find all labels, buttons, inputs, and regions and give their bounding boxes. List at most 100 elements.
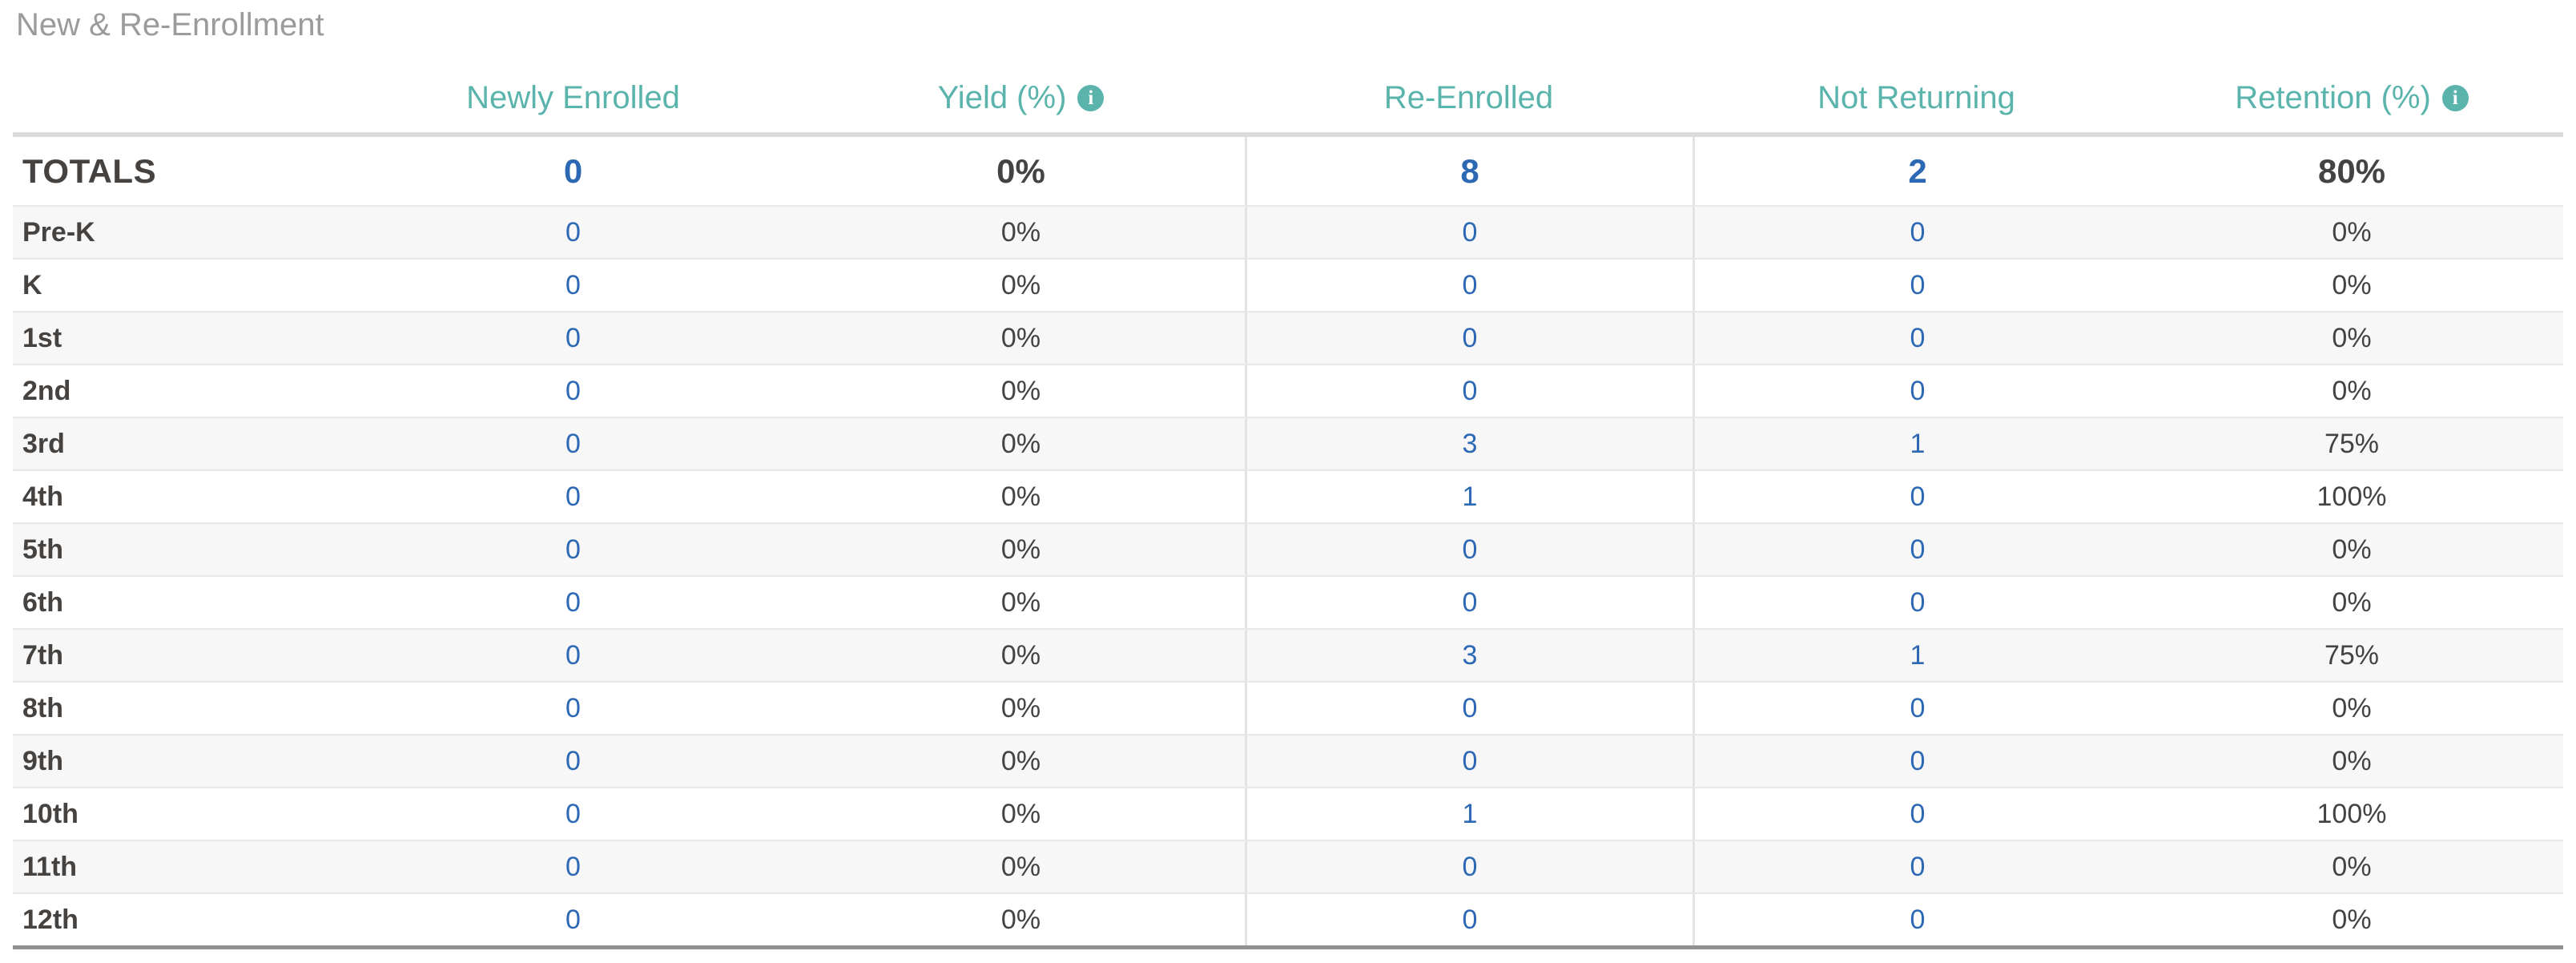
cell-re-enrolled-link[interactable]: 3 <box>1245 418 1693 469</box>
column-header-not-returning: Not Returning <box>1693 80 2140 132</box>
cell-newly-enrolled-link[interactable]: 0 <box>566 481 581 512</box>
totals-yield: 0% <box>996 151 1045 190</box>
enrollment-table: Newly Enrolled Yield (%) i Re-Enrolled Not R… <box>13 43 2563 949</box>
cell-re-enrolled-link[interactable]: 0 <box>1245 312 1693 364</box>
table-row: 4th 0 0% 1 0 100% <box>13 469 2563 522</box>
cell-newly-enrolled-link[interactable]: 0 <box>566 216 581 248</box>
table-row: 10th 0 0% 1 0 100% <box>13 787 2563 840</box>
totals-not-returning[interactable]: 2 <box>1693 137 2140 205</box>
page-title: New & Re-Enrollment <box>16 7 324 42</box>
cell-yield: 0% <box>1000 639 1041 671</box>
info-icon[interactable]: i <box>2441 85 2469 111</box>
cell-retention: 75% <box>2324 428 2380 459</box>
row-label: 6th <box>22 586 63 618</box>
cell-retention: 100% <box>2316 481 2387 512</box>
cell-re-enrolled-link[interactable]: 0 <box>1245 524 1693 575</box>
cell-yield: 0% <box>1000 851 1041 882</box>
cell-yield: 0% <box>1000 904 1041 935</box>
cell-not-returning-link[interactable]: 0 <box>1693 471 2140 522</box>
cell-retention: 0% <box>2332 375 2372 406</box>
column-header-label: Not Returning <box>1817 80 2015 115</box>
cell-not-returning-link[interactable]: 0 <box>1693 312 2140 364</box>
cell-newly-enrolled-link[interactable]: 0 <box>566 745 581 776</box>
column-header-retention: Retention (%) i <box>2140 80 2563 132</box>
cell-retention: 0% <box>2332 851 2372 882</box>
cell-newly-enrolled-link[interactable]: 0 <box>566 534 581 565</box>
cell-newly-enrolled-link[interactable]: 0 <box>566 586 581 618</box>
cell-retention: 0% <box>2332 322 2372 353</box>
row-label: 9th <box>22 745 63 776</box>
row-label: 11th <box>22 851 78 882</box>
cell-re-enrolled-link[interactable]: 0 <box>1245 365 1693 417</box>
table-row: K 0 0% 0 0 0% <box>13 258 2563 311</box>
table-row: 12th 0 0% 0 0 0% <box>13 892 2563 945</box>
cell-not-returning-link[interactable]: 0 <box>1693 788 2140 840</box>
cell-newly-enrolled-link[interactable]: 0 <box>566 904 581 935</box>
cell-newly-enrolled-link[interactable]: 0 <box>566 639 581 671</box>
cell-yield: 0% <box>1000 692 1041 723</box>
table-row: 7th 0 0% 3 1 75% <box>13 628 2563 681</box>
cell-retention: 0% <box>2332 534 2372 565</box>
cell-yield: 0% <box>1000 745 1041 776</box>
totals-row: TOTALS 0 0% 8 2 80% <box>13 137 2563 205</box>
table-row: 9th 0 0% 0 0 0% <box>13 734 2563 787</box>
cell-not-returning-link[interactable]: 0 <box>1693 735 2140 787</box>
cell-newly-enrolled-link[interactable]: 0 <box>566 692 581 723</box>
cell-not-returning-link[interactable]: 1 <box>1693 418 2140 469</box>
info-icon[interactable]: i <box>1077 85 1105 111</box>
cell-not-returning-link[interactable]: 1 <box>1693 630 2140 681</box>
cell-re-enrolled-link[interactable]: 0 <box>1245 894 1693 945</box>
cell-re-enrolled-link[interactable]: 0 <box>1245 207 1693 258</box>
table-row: 8th 0 0% 0 0 0% <box>13 681 2563 734</box>
cell-re-enrolled-link[interactable]: 3 <box>1245 630 1693 681</box>
cell-re-enrolled-link[interactable]: 1 <box>1245 788 1693 840</box>
totals-newly-enrolled[interactable]: 0 <box>563 151 583 190</box>
table-row: Pre-K 0 0% 0 0 0% <box>13 205 2563 258</box>
cell-retention: 0% <box>2332 692 2372 723</box>
row-label: 3rd <box>22 428 65 459</box>
cell-not-returning-link[interactable]: 0 <box>1693 524 2140 575</box>
cell-re-enrolled-link[interactable]: 0 <box>1245 577 1693 628</box>
cell-newly-enrolled-link[interactable]: 0 <box>566 851 581 882</box>
cell-yield: 0% <box>1000 322 1041 353</box>
totals-re-enrolled[interactable]: 8 <box>1245 137 1693 205</box>
column-header-label: Yield (%) <box>937 80 1067 115</box>
column-header-newly-enrolled: Newly Enrolled <box>349 80 797 132</box>
cell-yield: 0% <box>1000 481 1041 512</box>
cell-not-returning-link[interactable]: 0 <box>1693 577 2140 628</box>
table-row: 2nd 0 0% 0 0 0% <box>13 364 2563 417</box>
cell-not-returning-link[interactable]: 0 <box>1693 207 2140 258</box>
cell-yield: 0% <box>1000 428 1041 459</box>
cell-re-enrolled-link[interactable]: 0 <box>1245 260 1693 311</box>
cell-retention: 0% <box>2332 216 2372 248</box>
cell-newly-enrolled-link[interactable]: 0 <box>566 322 581 353</box>
table-row: 3rd 0 0% 3 1 75% <box>13 417 2563 469</box>
cell-not-returning-link[interactable]: 0 <box>1693 894 2140 945</box>
cell-not-returning-link[interactable]: 0 <box>1693 841 2140 892</box>
grade-rows: Pre-K 0 0% 0 0 0% K 0 0% 0 0 0% 1st 0 0% 0 0 0% 2nd 0 0% 0 0 0%… <box>13 205 2563 945</box>
row-label: Pre-K <box>22 216 95 248</box>
cell-newly-enrolled-link[interactable]: 0 <box>566 269 581 300</box>
cell-newly-enrolled-link[interactable]: 0 <box>566 798 581 829</box>
column-header-yield: Yield (%) i <box>797 80 1245 132</box>
cell-re-enrolled-link[interactable]: 0 <box>1245 841 1693 892</box>
cell-yield: 0% <box>1000 216 1041 248</box>
row-label: 10th <box>22 798 78 829</box>
cell-not-returning-link[interactable]: 0 <box>1693 365 2140 417</box>
cell-retention: 75% <box>2324 639 2380 671</box>
row-label: K <box>22 269 42 300</box>
cell-re-enrolled-link[interactable]: 0 <box>1245 735 1693 787</box>
cell-re-enrolled-link[interactable]: 1 <box>1245 471 1693 522</box>
cell-newly-enrolled-link[interactable]: 0 <box>566 428 581 459</box>
row-label: 1st <box>22 322 62 353</box>
cell-not-returning-link[interactable]: 0 <box>1693 260 2140 311</box>
cell-retention: 0% <box>2332 904 2372 935</box>
cell-newly-enrolled-link[interactable]: 0 <box>566 375 581 406</box>
cell-re-enrolled-link[interactable]: 0 <box>1245 683 1693 734</box>
cell-yield: 0% <box>1000 586 1041 618</box>
column-header-re-enrolled: Re-Enrolled <box>1245 80 1693 132</box>
row-label: 4th <box>22 481 63 512</box>
table-row: 5th 0 0% 0 0 0% <box>13 522 2563 575</box>
cell-not-returning-link[interactable]: 0 <box>1693 683 2140 734</box>
cell-yield: 0% <box>1000 534 1041 565</box>
